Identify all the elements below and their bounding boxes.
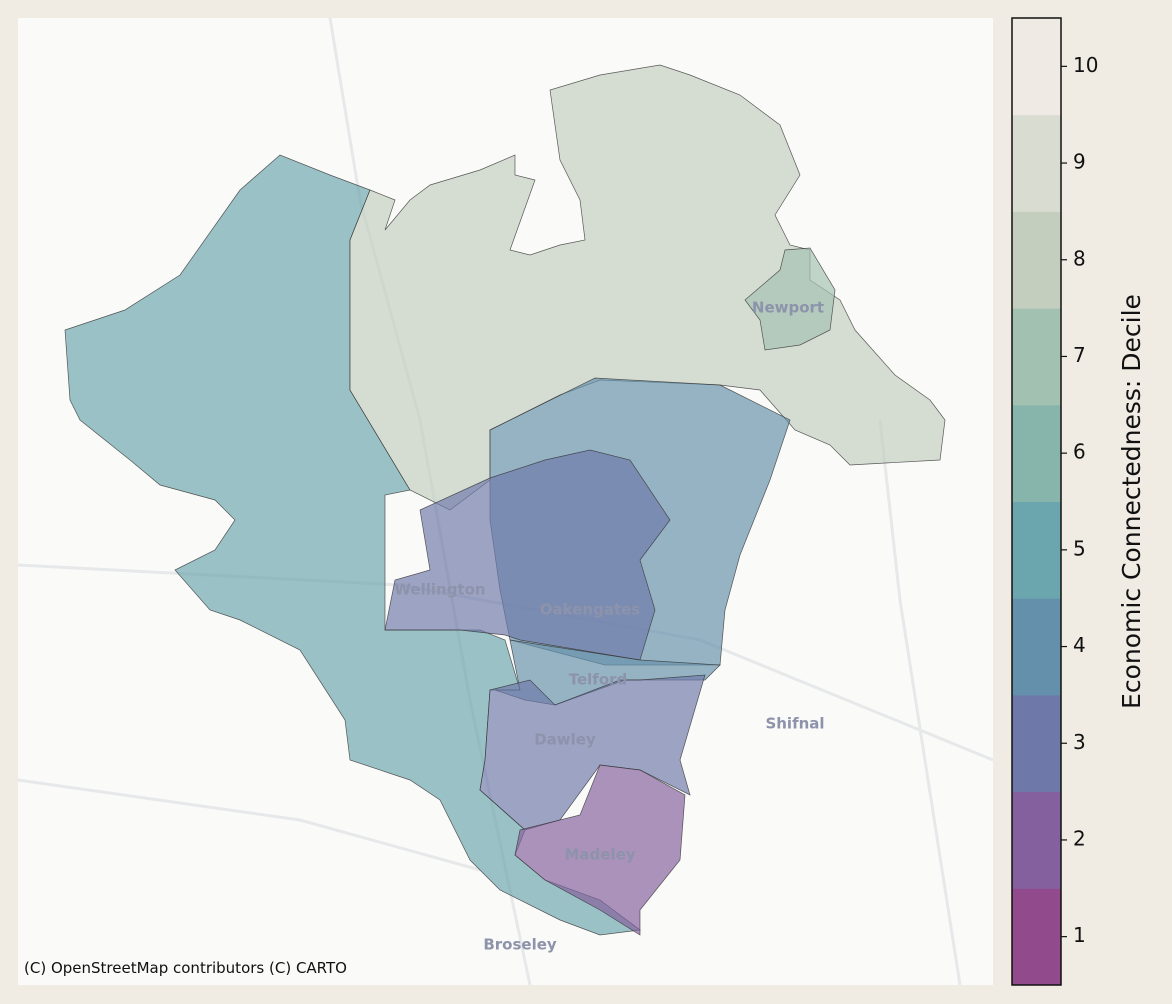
colorbar-tick-label: 3	[1073, 730, 1086, 754]
place-label: Wellington	[394, 581, 485, 599]
colorbar-step	[1012, 501, 1061, 599]
place-label: Newport	[752, 299, 824, 317]
place-label: Shifnal	[765, 715, 824, 733]
colorbar-step	[1012, 114, 1061, 212]
regions	[64, 64, 946, 936]
colorbar-tick-label: 4	[1073, 633, 1086, 657]
colorbar-step	[1012, 18, 1061, 116]
attribution: (C) OpenStreetMap contributors (C) CARTO	[24, 959, 347, 977]
colorbar-step	[1012, 404, 1061, 502]
colorbar-tick-label: 8	[1073, 246, 1086, 270]
region	[514, 764, 686, 936]
colorbar-step	[1012, 598, 1061, 696]
colorbar-step	[1012, 211, 1061, 309]
place-labels: Newport Wellington Oakengates Telford Dawley…	[394, 299, 824, 954]
colorbar-tick-label: 6	[1073, 440, 1086, 464]
colorbar-step	[1012, 791, 1061, 889]
colorbar-tick-label: 10	[1073, 53, 1098, 77]
place-label: Madeley	[564, 846, 635, 864]
colorbar-step	[1012, 308, 1061, 406]
colorbar-tick-label: 9	[1073, 150, 1086, 174]
colorbar-step	[1012, 694, 1061, 793]
place-label: Oakengates	[540, 601, 641, 619]
colorbar-step	[1012, 888, 1061, 986]
place-label: Dawley	[534, 731, 596, 749]
region	[384, 449, 671, 661]
place-label: Telford	[569, 671, 628, 689]
colorbar-frame	[1011, 17, 1062, 986]
colorbar-label: Economic Connectedness: Decile	[1117, 294, 1146, 709]
colorbar-tick-label: 7	[1073, 343, 1086, 367]
colorbar-tick-label: 1	[1073, 923, 1086, 947]
place-label: Broseley	[483, 936, 557, 954]
region	[479, 674, 706, 831]
colorbar-tick-label: 5	[1073, 536, 1086, 560]
colorbar-tick-label: 2	[1073, 826, 1086, 850]
region	[744, 247, 836, 351]
colorbar: 1 2 3 4 5 6 7 8 9 10 Economic Connectedness: Decil…	[1011, 17, 1146, 986]
